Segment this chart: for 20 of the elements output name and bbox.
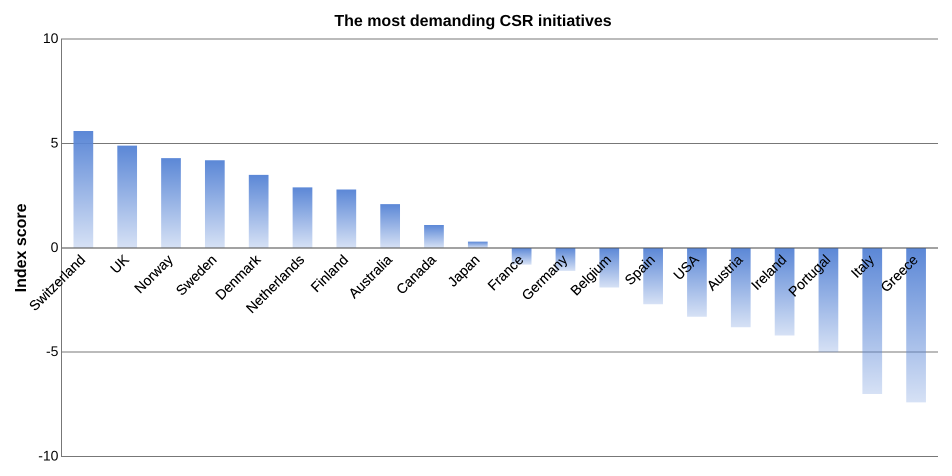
y-tick-label: -10 bbox=[38, 447, 59, 464]
bar bbox=[468, 242, 488, 248]
x-tick-label: Italy bbox=[848, 251, 878, 281]
bar bbox=[161, 158, 181, 248]
y-tick-label: 0 bbox=[50, 238, 59, 255]
x-tick-label: USA bbox=[670, 250, 702, 284]
bar bbox=[336, 189, 356, 248]
bar bbox=[204, 160, 225, 248]
x-tick-label: UK bbox=[106, 250, 132, 276]
bar bbox=[248, 174, 269, 248]
bar bbox=[117, 146, 138, 248]
y-axis-title: Index score bbox=[13, 203, 30, 292]
chart-title: The most demanding CSR initiatives bbox=[334, 13, 612, 30]
y-tick-label: 5 bbox=[50, 134, 59, 150]
y-tick-label: 10 bbox=[42, 30, 59, 46]
bar bbox=[380, 204, 400, 248]
bar bbox=[73, 131, 94, 248]
y-tick-label: -5 bbox=[46, 343, 59, 360]
bar bbox=[292, 187, 312, 248]
bar bbox=[424, 224, 444, 248]
